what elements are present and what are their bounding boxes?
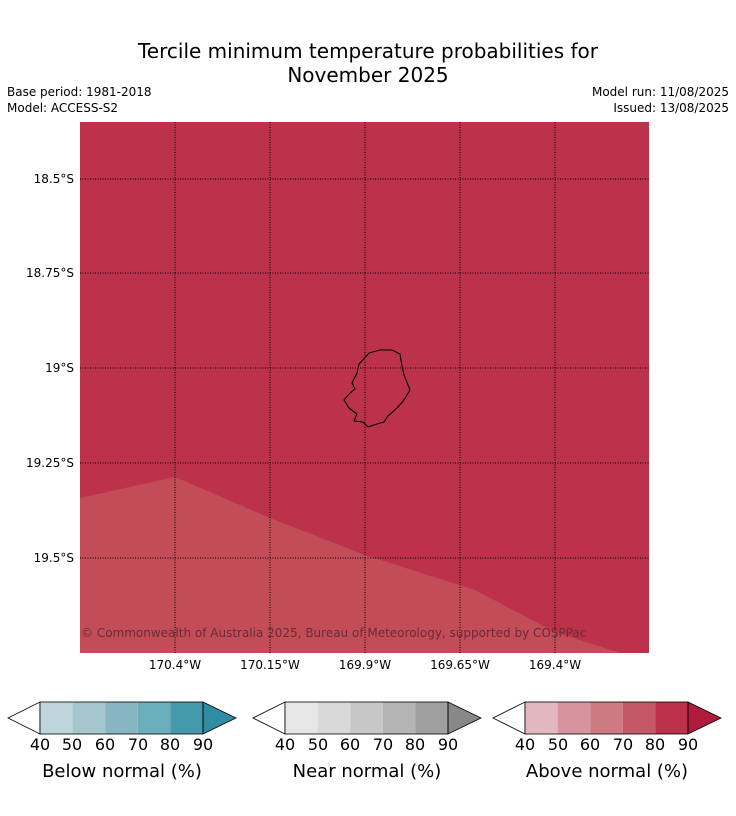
meta-right: Model run: 11/08/2025 Issued: 13/08/2025 — [592, 84, 729, 116]
cbar-below-tick-60: 60 — [94, 735, 116, 754]
cbar-near-tick-70: 70 — [372, 735, 394, 754]
cbar-overflow-triangle — [202, 701, 237, 735]
cbar-box-1 — [285, 702, 318, 734]
cbar-box-4 — [382, 702, 416, 734]
cbar-box-1 — [525, 702, 558, 734]
cbar-near-tick-50: 50 — [307, 735, 329, 754]
cbar-box-5 — [655, 702, 688, 734]
gridlines — [80, 122, 649, 653]
cbar-box-5 — [170, 702, 203, 734]
title-line-2: November 2025 — [287, 63, 449, 87]
cbar-box-3 — [105, 702, 138, 734]
cbar-box-3 — [350, 702, 383, 734]
colorbar-above — [492, 701, 722, 735]
lat-tick-2: 18.75°S — [26, 266, 74, 280]
lon-tick-2: 170.15°W — [240, 658, 300, 672]
model-run: Model run: 11/08/2025 — [591, 85, 729, 99]
base-period: Base period: 1981-2018 — [7, 85, 152, 99]
cbar-overflow-triangle — [447, 701, 482, 735]
island-coastline — [343, 349, 411, 428]
issued-date: Issued: 13/08/2025 — [613, 101, 729, 115]
cbar-box-4 — [137, 702, 171, 734]
copyright-credit: © Commonwealth of Australia 2025, Bureau… — [81, 626, 587, 640]
cbar-below-tick-80: 80 — [159, 735, 181, 754]
cbar-above-tick-90: 90 — [677, 735, 699, 754]
chart-title: Tercile minimum temperature probabilitie… — [0, 39, 736, 87]
cbar-box-2 — [557, 702, 591, 734]
lat-tick-5: 19.5°S — [33, 551, 74, 565]
cbar-outline — [39, 701, 204, 735]
cbar-box-5 — [415, 702, 448, 734]
cbar-above-tick-40: 40 — [514, 735, 536, 754]
lon-tick-3: 169.9°W — [338, 658, 392, 672]
cbar-below-tick-90: 90 — [192, 735, 214, 754]
cbar-underflow-triangle — [252, 701, 286, 735]
cbar-underflow-triangle — [7, 701, 41, 735]
cbar-box-3 — [590, 702, 623, 734]
lat-tick-3: 19°S — [45, 361, 74, 375]
cbar-above-tick-80: 80 — [644, 735, 666, 754]
cbar-outline — [284, 701, 449, 735]
cbar-outline — [524, 701, 689, 735]
lat-tick-4: 19.25°S — [26, 456, 74, 470]
cbar-near-tick-40: 40 — [274, 735, 296, 754]
title-line-1: Tercile minimum temperature probabilitie… — [137, 39, 599, 63]
cbar-above-label: Above normal (%) — [525, 761, 689, 782]
cbar-box-4 — [622, 702, 656, 734]
cbar-above-tick-70: 70 — [612, 735, 634, 754]
map-region-above-70-80 — [80, 477, 620, 653]
lon-tick-1: 170.4°W — [148, 658, 202, 672]
lat-tick-1: 18.5°S — [33, 172, 74, 186]
cbar-box-1 — [40, 702, 73, 734]
cbar-box-2 — [317, 702, 351, 734]
cbar-below-tick-50: 50 — [61, 735, 83, 754]
cbar-near-tick-90: 90 — [437, 735, 459, 754]
cbar-above-tick-50: 50 — [547, 735, 569, 754]
cbar-below-tick-40: 40 — [29, 735, 51, 754]
cbar-near-tick-60: 60 — [339, 735, 361, 754]
meta-left: Base period: 1981-2018 Model: ACCESS-S2 — [7, 84, 152, 116]
cbar-above-tick-60: 60 — [579, 735, 601, 754]
cbar-below-label: Below normal (%) — [42, 761, 202, 782]
cbar-underflow-triangle — [492, 701, 526, 735]
cbar-box-2 — [72, 702, 106, 734]
cbar-near-tick-80: 80 — [404, 735, 426, 754]
lon-tick-4: 169.65°W — [430, 658, 490, 672]
cbar-below-tick-70: 70 — [127, 735, 149, 754]
model-name: Model: ACCESS-S2 — [7, 101, 119, 115]
colorbar-near — [252, 701, 482, 735]
lon-tick-5: 169.4°W — [528, 658, 582, 672]
cbar-near-label: Near normal (%) — [292, 761, 442, 782]
colorbar-below — [7, 701, 237, 735]
cbar-overflow-triangle — [687, 701, 722, 735]
